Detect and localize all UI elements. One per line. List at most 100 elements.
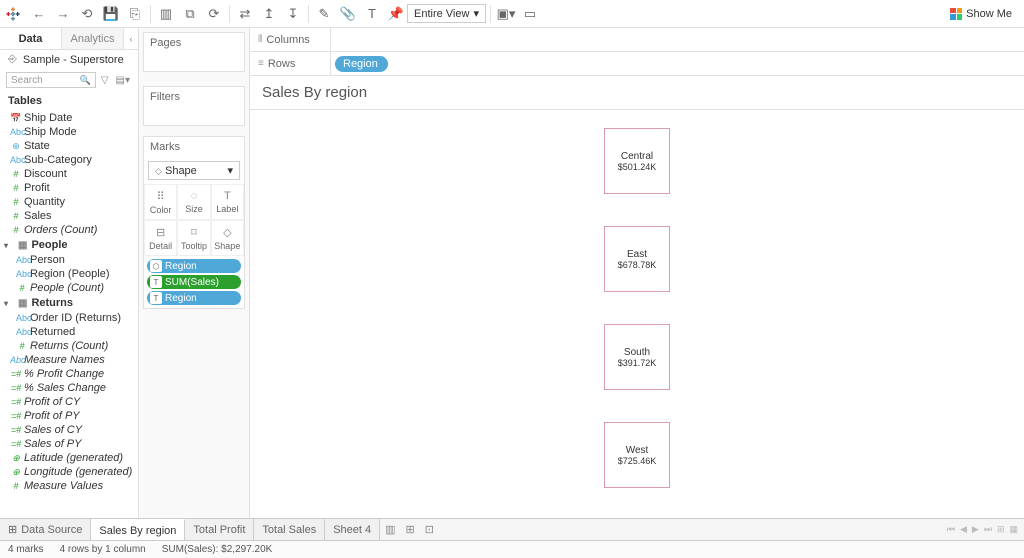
back-icon[interactable]: ← [28, 3, 50, 25]
datasource-row[interactable]: ⎆ Sample - Superstore [0, 50, 138, 69]
swap-icon[interactable]: ⇄ [234, 3, 256, 25]
field-type-icon: # [16, 283, 28, 293]
marks-type-dropdown[interactable]: ◇ Shape ▾ [148, 161, 240, 180]
nav-first-icon[interactable]: ⏮ [945, 524, 957, 535]
new-data-icon[interactable]: ⎘ [124, 3, 146, 25]
field-row[interactable]: ⊕Longitude (generated) [0, 465, 138, 479]
group-icon[interactable]: 📎 [337, 3, 359, 25]
field-row[interactable]: #Measure Values [0, 479, 138, 493]
filters-shelf[interactable]: Filters [143, 86, 245, 126]
field-row[interactable]: #Profit [0, 181, 138, 195]
field-label: Sub-Category [24, 154, 92, 166]
field-label: % Profit Change [24, 368, 104, 380]
nav-prev-icon[interactable]: ◀ [958, 524, 969, 535]
marks-label-button[interactable]: TLabel [211, 184, 244, 220]
sheet-tab[interactable]: Total Sales [254, 519, 325, 540]
presentation-icon[interactable]: ▭ [519, 3, 541, 25]
marks-shape-button[interactable]: ◇Shape [211, 220, 244, 256]
field-row[interactable]: =#% Sales Change [0, 381, 138, 395]
pages-shelf[interactable]: Pages [143, 32, 245, 72]
view-fields-icon[interactable]: ▤▾ [114, 75, 132, 86]
field-row[interactable]: =#Profit of CY [0, 395, 138, 409]
field-row[interactable]: AbcMeasure Names [0, 353, 138, 367]
tab-analytics[interactable]: Analytics [62, 28, 124, 49]
field-row[interactable]: AbcSub-Category [0, 153, 138, 167]
viz-mark[interactable]: South$391.72K [604, 324, 670, 390]
canvas-pane: ⦀Columns ≡Rows Region Sales By region Ce… [250, 28, 1024, 518]
nav-filmstrip-icon[interactable]: ▦ [1007, 524, 1020, 535]
show-cards-icon[interactable]: ▣▾ [495, 3, 517, 25]
label-icon: T [224, 190, 231, 202]
nav-sheets-icon[interactable]: ⊞ [995, 524, 1007, 535]
rows-label: Rows [268, 58, 296, 70]
field-row[interactable]: ⊕Latitude (generated) [0, 451, 138, 465]
table-group[interactable]: ▾▦Returns [0, 295, 138, 311]
field-row[interactable]: #Returns (Count) [0, 339, 138, 353]
marks-tooltip-button[interactable]: ⌑Tooltip [177, 220, 210, 256]
show-labels-icon[interactable]: T [361, 3, 383, 25]
field-row[interactable]: =#Sales of PY [0, 437, 138, 451]
save-icon[interactable]: 💾 [100, 3, 122, 25]
sheet-tab[interactable]: Sales By region [91, 519, 185, 540]
sheet-tab[interactable]: Total Profit [185, 519, 254, 540]
marks-size-button[interactable]: ◌Size [177, 184, 210, 220]
field-row[interactable]: =#Sales of CY [0, 423, 138, 437]
viz-mark[interactable]: East$678.78K [604, 226, 670, 292]
field-row[interactable]: #Orders (Count) [0, 223, 138, 237]
pages-label: Pages [144, 33, 244, 53]
undo-icon[interactable]: ⟲ [76, 3, 98, 25]
sort-desc-icon[interactable]: ↧ [282, 3, 304, 25]
new-dashboard-tab-icon[interactable]: ⊞ [401, 519, 420, 540]
filter-fields-icon[interactable]: ▽ [99, 75, 111, 86]
new-worksheet-tab-icon[interactable]: ▥ [380, 519, 400, 540]
new-worksheet-icon[interactable]: ▥ [155, 3, 177, 25]
marks-detail-button[interactable]: ⊟Detail [144, 220, 177, 256]
rows-shelf[interactable]: ≡Rows Region [250, 52, 1024, 76]
columns-shelf[interactable]: ⦀Columns [250, 28, 1024, 52]
field-type-icon: Abc [16, 313, 28, 323]
nav-last-icon[interactable]: ⏭ [982, 524, 994, 535]
field-row[interactable]: #Quantity [0, 195, 138, 209]
field-row[interactable]: =#% Profit Change [0, 367, 138, 381]
field-row[interactable]: #Discount [0, 167, 138, 181]
mark-pill[interactable]: TRegion [147, 291, 241, 305]
field-row[interactable]: AbcShip Mode [0, 125, 138, 139]
nav-next-icon[interactable]: ▶ [970, 524, 981, 535]
marks-color-button[interactable]: ⠿Color [144, 184, 177, 220]
fit-view-dropdown[interactable]: Entire View ▾ [407, 4, 486, 23]
field-row[interactable]: #Sales [0, 209, 138, 223]
table-group[interactable]: ▾▦People [0, 237, 138, 253]
sheet-tab[interactable]: Sheet 4 [325, 519, 380, 540]
field-type-icon: =# [10, 411, 22, 421]
pill-label: Region [165, 261, 197, 272]
field-row[interactable]: AbcOrder ID (Returns) [0, 311, 138, 325]
show-me-button[interactable]: Show Me [942, 6, 1020, 22]
field-row[interactable]: AbcRegion (People) [0, 267, 138, 281]
pin-icon[interactable]: 📌 [385, 3, 407, 25]
rows-pill-region[interactable]: Region [335, 56, 388, 72]
viz-mark[interactable]: Central$501.24K [604, 128, 670, 194]
tab-data[interactable]: Data [0, 28, 62, 49]
clear-icon[interactable]: ⟳ [203, 3, 225, 25]
field-row[interactable]: =#Profit of PY [0, 409, 138, 423]
chevron-down-icon: ▾ [227, 164, 233, 177]
mark-pill[interactable]: ⬡Region [147, 259, 241, 273]
viz-mark[interactable]: West$725.46K [604, 422, 670, 488]
field-row[interactable]: 📅Ship Date [0, 111, 138, 125]
field-row[interactable]: AbcPerson [0, 253, 138, 267]
viz-area[interactable]: Central$501.24K East$678.78K South$391.72K… [250, 109, 1024, 518]
field-row[interactable]: AbcReturned [0, 325, 138, 339]
data-source-tab[interactable]: ⊞Data Source [0, 519, 91, 540]
sort-asc-icon[interactable]: ↥ [258, 3, 280, 25]
forward-icon[interactable]: → [52, 3, 74, 25]
field-label: Ship Date [24, 112, 72, 124]
collapse-data-pane-icon[interactable]: ‹ [124, 28, 138, 49]
field-row[interactable]: ⊕State [0, 139, 138, 153]
viz-title[interactable]: Sales By region [250, 76, 1024, 109]
new-story-tab-icon[interactable]: ⊡ [420, 519, 439, 540]
field-row[interactable]: #People (Count) [0, 281, 138, 295]
duplicate-icon[interactable]: ⧉ [179, 3, 201, 25]
highlight-icon[interactable]: ✎ [313, 3, 335, 25]
search-input[interactable]: Search 🔍 [6, 72, 96, 88]
mark-pill[interactable]: TSUM(Sales) [147, 275, 241, 289]
